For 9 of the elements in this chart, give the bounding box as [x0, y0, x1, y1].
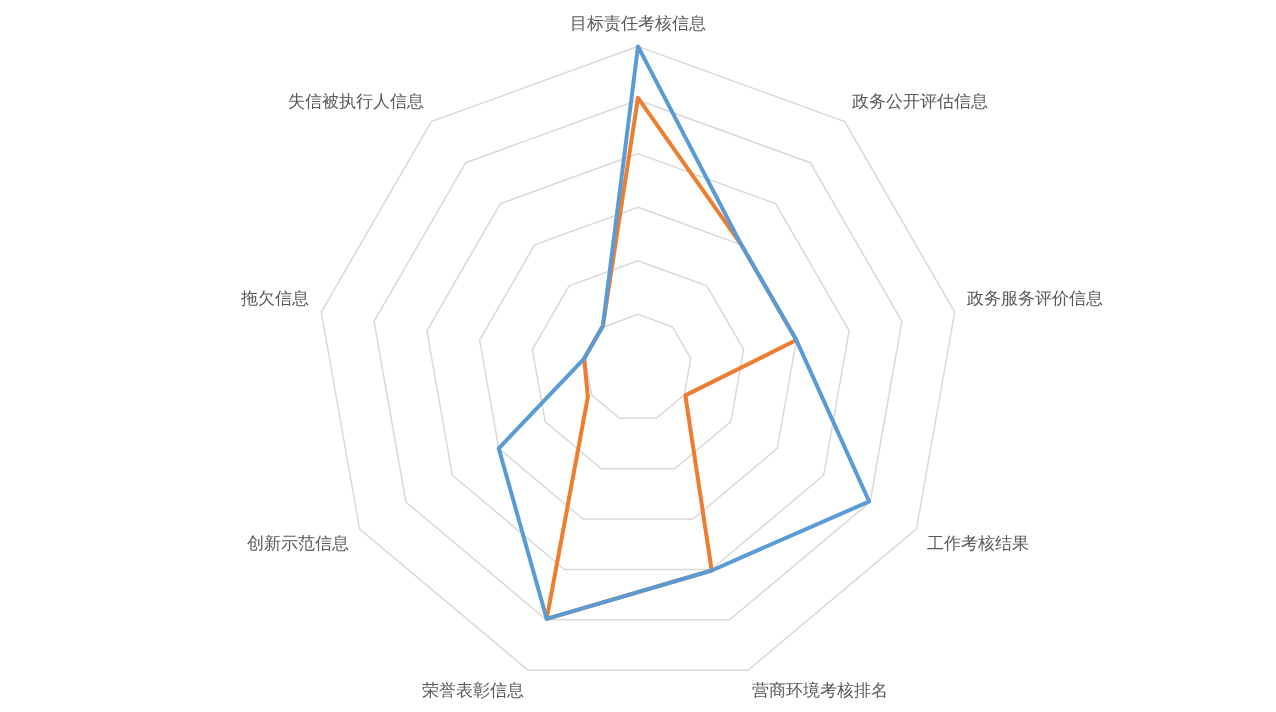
- spoke-label: 政务公开评估信息: [852, 90, 989, 111]
- spoke-label: 目标责任考核信息: [570, 12, 706, 33]
- spoke-label: 失信被执行人信息: [287, 90, 424, 111]
- spoke-label: 政务服务评价信息: [966, 288, 1103, 309]
- spoke-label: 营商环境考核排名: [752, 680, 889, 701]
- spoke-label: 创新示范信息: [247, 533, 350, 554]
- spoke-label: 荣誉表彰信息: [421, 680, 524, 701]
- spoke-label: 拖欠信息: [240, 288, 310, 309]
- spoke-label: 工作考核结果: [926, 533, 1029, 554]
